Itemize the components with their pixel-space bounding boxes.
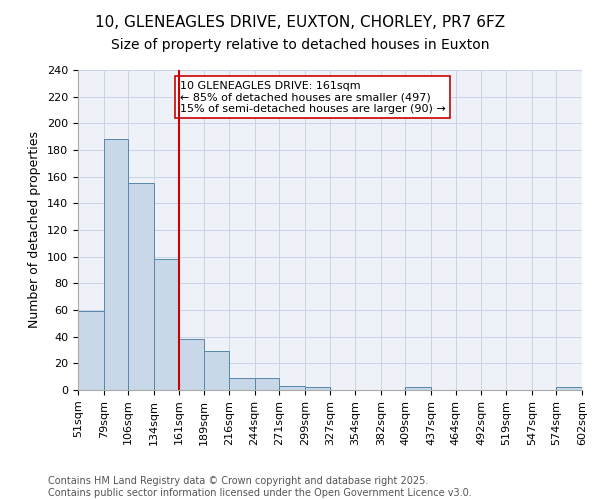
Bar xyxy=(279,386,305,390)
Bar xyxy=(556,388,582,390)
Text: Contains HM Land Registry data © Crown copyright and database right 2025.
Contai: Contains HM Land Registry data © Crown c… xyxy=(48,476,472,498)
Bar xyxy=(104,140,128,390)
Bar xyxy=(229,378,254,390)
Y-axis label: Number of detached properties: Number of detached properties xyxy=(28,132,41,328)
Bar xyxy=(128,184,154,390)
Bar xyxy=(154,260,179,390)
Text: Size of property relative to detached houses in Euxton: Size of property relative to detached ho… xyxy=(111,38,489,52)
Text: 10 GLENEAGLES DRIVE: 161sqm
← 85% of detached houses are smaller (497)
15% of se: 10 GLENEAGLES DRIVE: 161sqm ← 85% of det… xyxy=(179,80,445,114)
Bar xyxy=(204,352,229,390)
Bar xyxy=(254,378,279,390)
Text: 10, GLENEAGLES DRIVE, EUXTON, CHORLEY, PR7 6FZ: 10, GLENEAGLES DRIVE, EUXTON, CHORLEY, P… xyxy=(95,15,505,30)
Bar xyxy=(305,388,331,390)
Bar xyxy=(78,312,104,390)
Bar xyxy=(406,388,431,390)
Bar xyxy=(179,340,204,390)
